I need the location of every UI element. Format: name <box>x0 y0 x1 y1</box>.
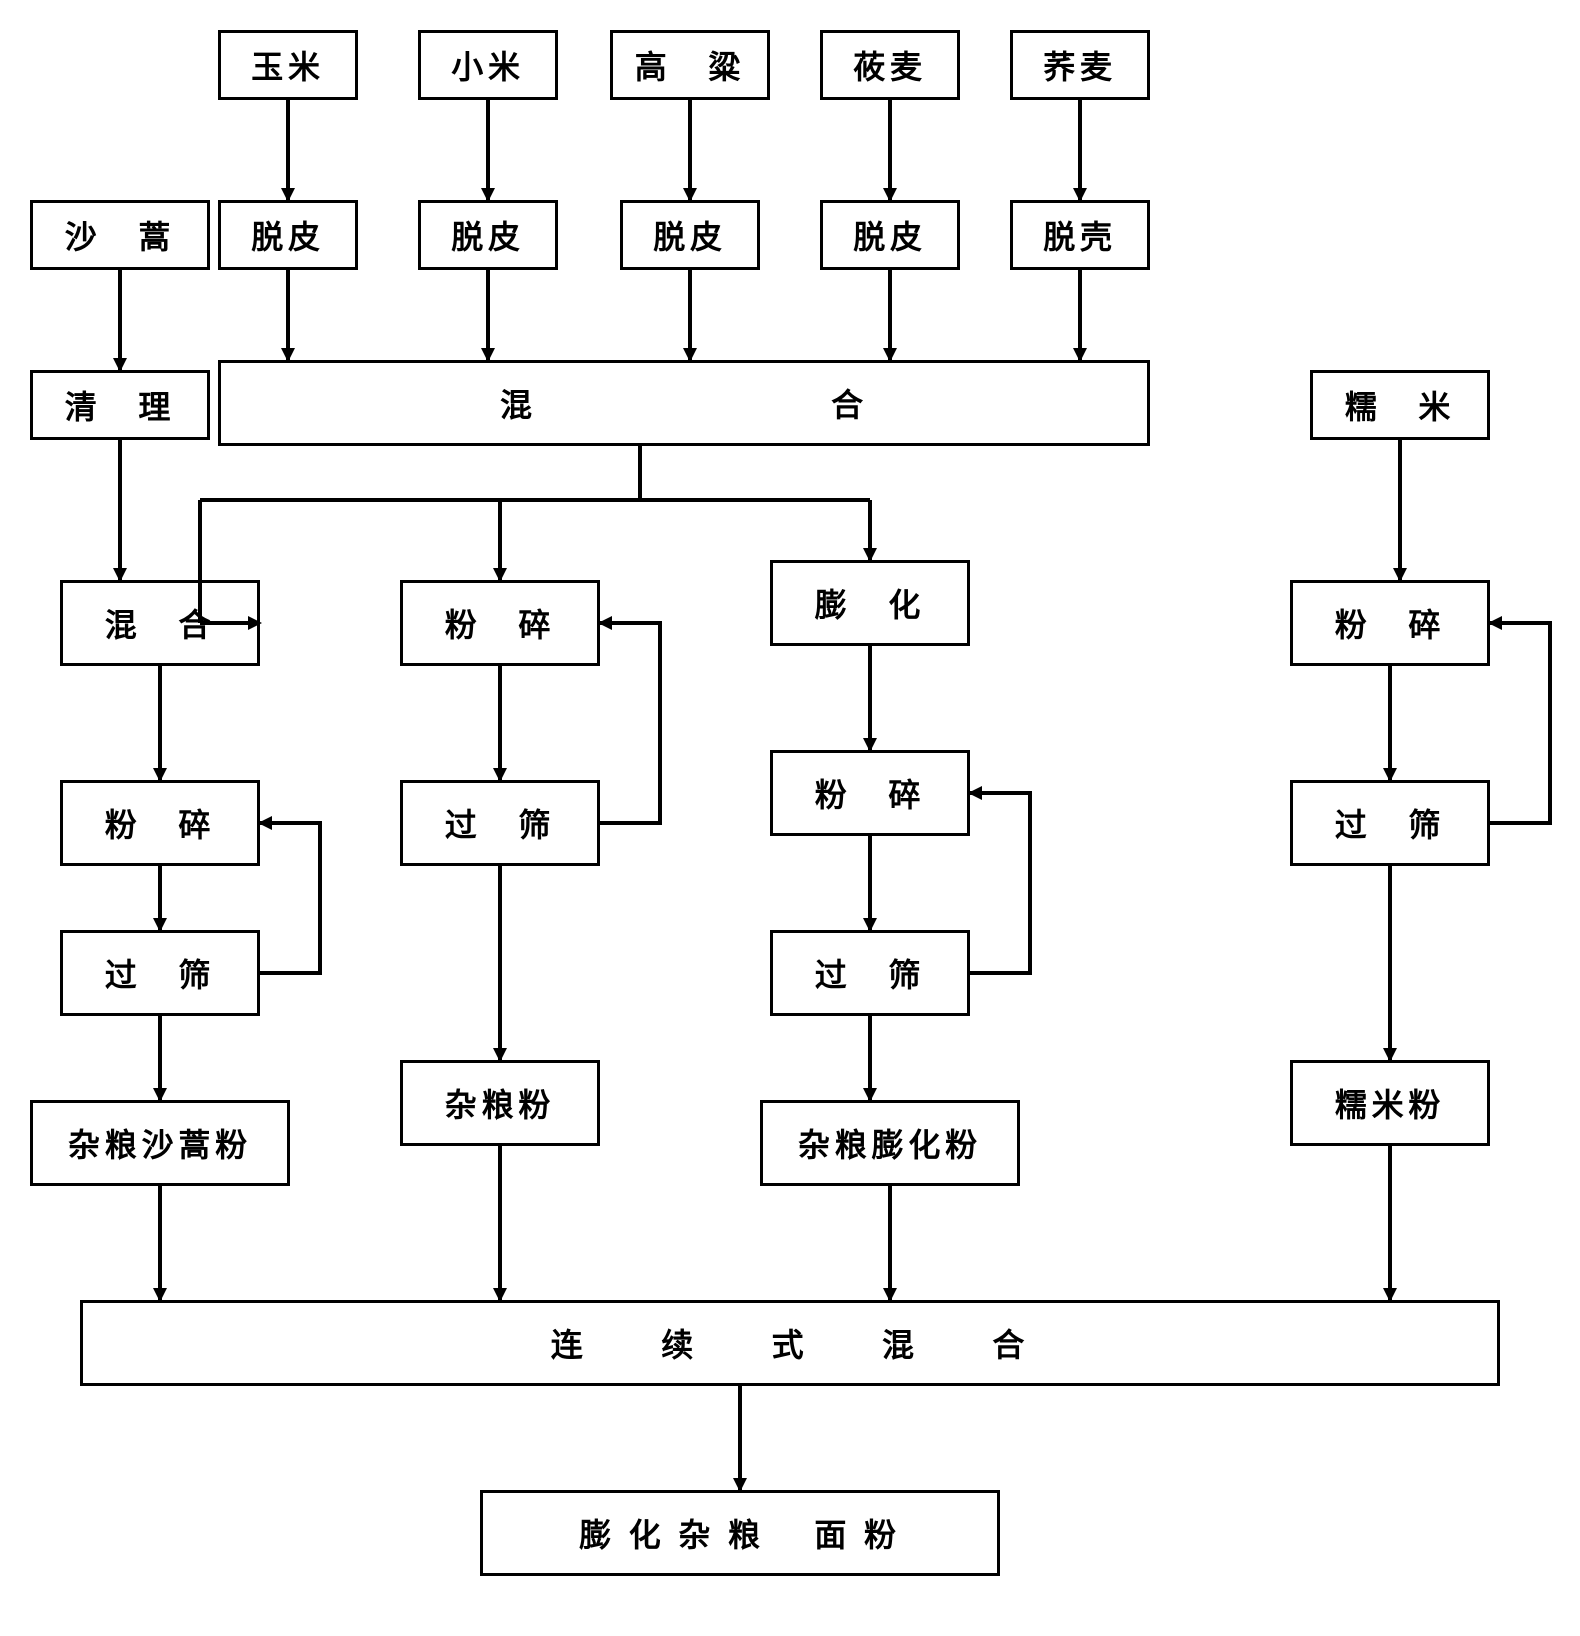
node-final-product: 膨 化 杂 粮 面 粉 <box>480 1490 1000 1576</box>
node-shell: 脱壳 <box>1010 200 1150 270</box>
node-glutinous-rice-flour: 糯米粉 <box>1290 1060 1490 1146</box>
node-mix-2: 混 合 <box>60 580 260 666</box>
node-peel-2: 脱皮 <box>418 200 558 270</box>
node-grain-puffed-flour: 杂粮膨化粉 <box>760 1100 1020 1186</box>
node-sift-a3: 过 筛 <box>60 930 260 1016</box>
node-crush-d1: 粉 碎 <box>1290 580 1490 666</box>
node-sagebrush: 沙 蒿 <box>30 200 210 270</box>
node-sift-c3: 过 筛 <box>770 930 970 1016</box>
node-sorghum: 高 粱 <box>610 30 770 100</box>
node-clean: 清 理 <box>30 370 210 440</box>
node-sift-b2: 过 筛 <box>400 780 600 866</box>
node-grain-sagebrush-flour: 杂粮沙蒿粉 <box>30 1100 290 1186</box>
node-continuous-mix: 连 续 式 混 合 <box>80 1300 1500 1386</box>
node-crush-b1: 粉 碎 <box>400 580 600 666</box>
node-buckwheat: 荞麦 <box>1010 30 1150 100</box>
node-peel-1: 脱皮 <box>218 200 358 270</box>
node-grain-flour: 杂粮粉 <box>400 1060 600 1146</box>
node-sift-d2: 过 筛 <box>1290 780 1490 866</box>
node-corn: 玉米 <box>218 30 358 100</box>
node-mix: 混 合 <box>218 360 1150 446</box>
node-crush-a2: 粉 碎 <box>60 780 260 866</box>
node-millet: 小米 <box>418 30 558 100</box>
node-oat: 莜麦 <box>820 30 960 100</box>
node-puff: 膨 化 <box>770 560 970 646</box>
node-peel-3: 脱皮 <box>620 200 760 270</box>
node-glutinous-rice: 糯 米 <box>1310 370 1490 440</box>
node-crush-c2: 粉 碎 <box>770 750 970 836</box>
node-peel-4: 脱皮 <box>820 200 960 270</box>
